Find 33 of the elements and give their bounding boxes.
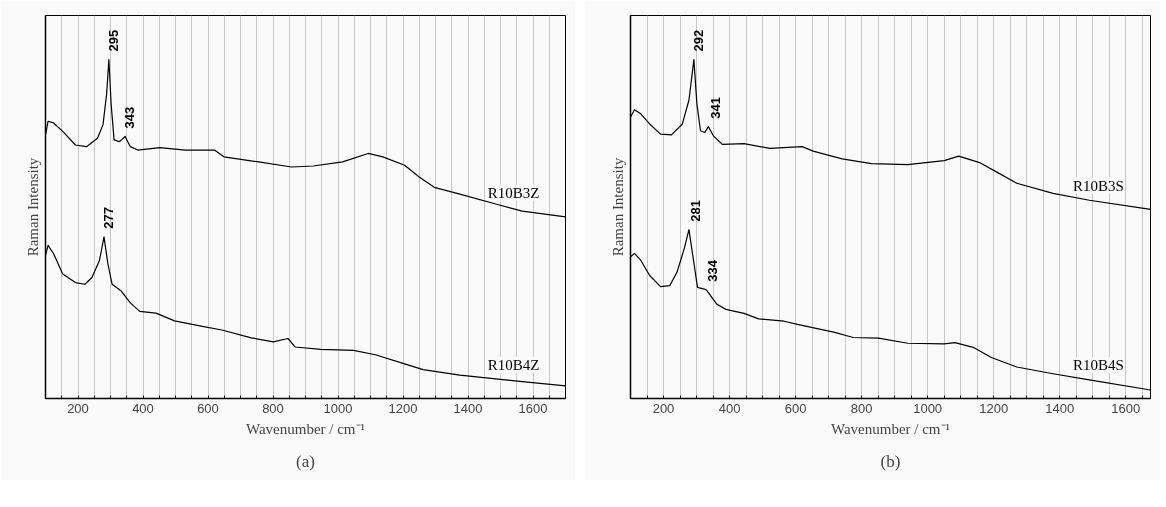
x-tick-label: 1400 (453, 400, 483, 416)
x-tick-label: 400 (718, 400, 741, 416)
series-label: R10B3Z (487, 184, 540, 201)
annotation: 292 (691, 29, 707, 52)
x-tick-label: 600 (197, 400, 219, 416)
x-axis-title: Wavenumber / cm⁻¹ (245, 420, 366, 437)
x-axis-title: Wavenumber / cm⁻¹ (830, 420, 951, 437)
annotation: 341 (707, 96, 723, 119)
x-tick-label: 1600 (518, 400, 548, 416)
x-tick-label: 400 (132, 400, 154, 416)
x-tick-label: 1600 (1111, 400, 1141, 416)
x-tick-label: 1000 (913, 400, 943, 416)
x-tick-label: 800 (850, 400, 873, 416)
annotation: 334 (705, 259, 721, 282)
x-tick-label: 200 (652, 400, 675, 416)
annotation: 277 (100, 207, 116, 229)
annotation: 343 (121, 106, 137, 129)
x-tick-label: 600 (784, 400, 807, 416)
x-tick-label: 1200 (388, 400, 418, 416)
x-tick-label: 1200 (979, 400, 1009, 416)
x-tick-label: 1400 (1045, 400, 1075, 416)
annotation: 281 (687, 200, 703, 222)
y-axis-title: Raman Intensity (609, 157, 626, 257)
y-axis-title: Raman Intensity (24, 157, 41, 257)
series-label: R10B4S (1073, 357, 1124, 374)
x-tick-label: 800 (262, 400, 284, 416)
series-label: R10B3S (1073, 177, 1124, 194)
series-label: R10B4Z (487, 356, 540, 373)
text: (a) (296, 451, 315, 471)
annotation: 295 (106, 29, 122, 52)
x-tick-label: 1000 (323, 400, 353, 416)
x-tick-label: 200 (67, 400, 89, 416)
text: (b) (880, 451, 901, 471)
